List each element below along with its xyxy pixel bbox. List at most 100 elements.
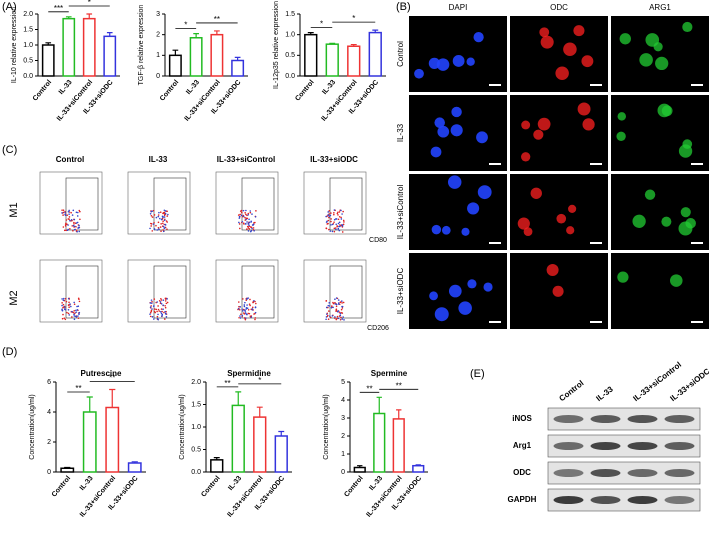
x-tick-label: Control	[294, 79, 315, 103]
band	[627, 496, 658, 504]
event	[70, 211, 72, 214]
event	[340, 218, 343, 220]
chart-title: Spermidine	[227, 369, 271, 378]
event	[157, 214, 160, 216]
event	[157, 221, 160, 224]
event	[329, 230, 332, 232]
event	[246, 225, 249, 228]
event	[242, 209, 245, 212]
event	[239, 213, 241, 216]
panel-label: (C)	[2, 144, 17, 156]
event	[251, 306, 254, 309]
event	[153, 221, 155, 224]
event	[64, 213, 66, 216]
x-tick-label: Control	[200, 475, 221, 499]
event	[62, 306, 64, 309]
error-bar	[415, 464, 421, 466]
event	[160, 312, 163, 315]
column-label: DAPI	[449, 3, 468, 12]
event	[158, 211, 160, 214]
y-tick-label: 6	[47, 379, 51, 386]
event	[328, 315, 331, 317]
gate	[329, 177, 363, 231]
event	[239, 315, 241, 317]
event	[62, 211, 65, 214]
event	[241, 314, 244, 317]
event	[73, 228, 76, 231]
band	[627, 415, 658, 423]
event	[74, 315, 77, 318]
event	[68, 306, 70, 308]
event	[69, 228, 71, 230]
error-bar	[106, 32, 113, 37]
cell	[632, 214, 646, 228]
event	[162, 212, 164, 215]
event	[327, 219, 330, 222]
x-tick-label: IL-33	[368, 475, 384, 492]
event	[73, 303, 76, 306]
event	[249, 298, 251, 301]
event	[62, 214, 64, 216]
event	[331, 305, 333, 307]
event	[154, 308, 156, 310]
event	[165, 316, 168, 318]
row-label: IL-33	[396, 123, 405, 142]
cell	[537, 117, 551, 131]
event	[332, 301, 334, 304]
event	[151, 315, 154, 318]
event	[327, 304, 330, 307]
bar	[62, 17, 76, 77]
y-axis-label: Concentration(ug/ml)	[323, 394, 330, 459]
event	[68, 213, 70, 215]
event	[155, 216, 158, 219]
event	[75, 226, 77, 228]
cell	[682, 21, 693, 33]
event	[328, 216, 330, 219]
event	[152, 209, 155, 212]
cell	[619, 33, 631, 45]
cell	[521, 152, 531, 162]
flow-plot	[127, 171, 191, 235]
event	[342, 316, 344, 318]
cell	[661, 216, 672, 227]
event	[76, 305, 78, 308]
event	[333, 227, 336, 230]
event	[75, 316, 78, 318]
error-bar	[64, 466, 71, 469]
event	[156, 315, 159, 318]
event	[246, 228, 248, 230]
bar	[412, 464, 425, 473]
event	[157, 215, 160, 218]
event	[73, 225, 76, 228]
event	[336, 315, 339, 318]
event	[163, 318, 166, 320]
cell	[530, 187, 542, 199]
cell	[517, 217, 530, 230]
event	[334, 317, 336, 320]
event	[157, 308, 160, 311]
event	[163, 227, 166, 230]
event	[150, 223, 153, 225]
event	[61, 212, 63, 214]
event	[153, 214, 156, 216]
event	[166, 298, 168, 300]
event	[338, 215, 341, 218]
y-axis-label: IL-12p35 relative expression	[273, 1, 280, 89]
band	[664, 442, 695, 450]
event	[247, 230, 250, 232]
event	[338, 221, 341, 224]
y-tick-label: 1	[341, 451, 345, 458]
event	[339, 312, 342, 315]
blot-strip	[547, 434, 701, 458]
cell	[437, 125, 450, 138]
event	[331, 230, 334, 233]
event	[327, 314, 329, 317]
event	[335, 305, 338, 308]
error-bar	[86, 13, 93, 19]
event	[71, 214, 74, 216]
event	[238, 217, 241, 219]
event	[78, 300, 81, 303]
event	[75, 309, 77, 312]
event	[248, 227, 251, 230]
event	[156, 310, 158, 313]
